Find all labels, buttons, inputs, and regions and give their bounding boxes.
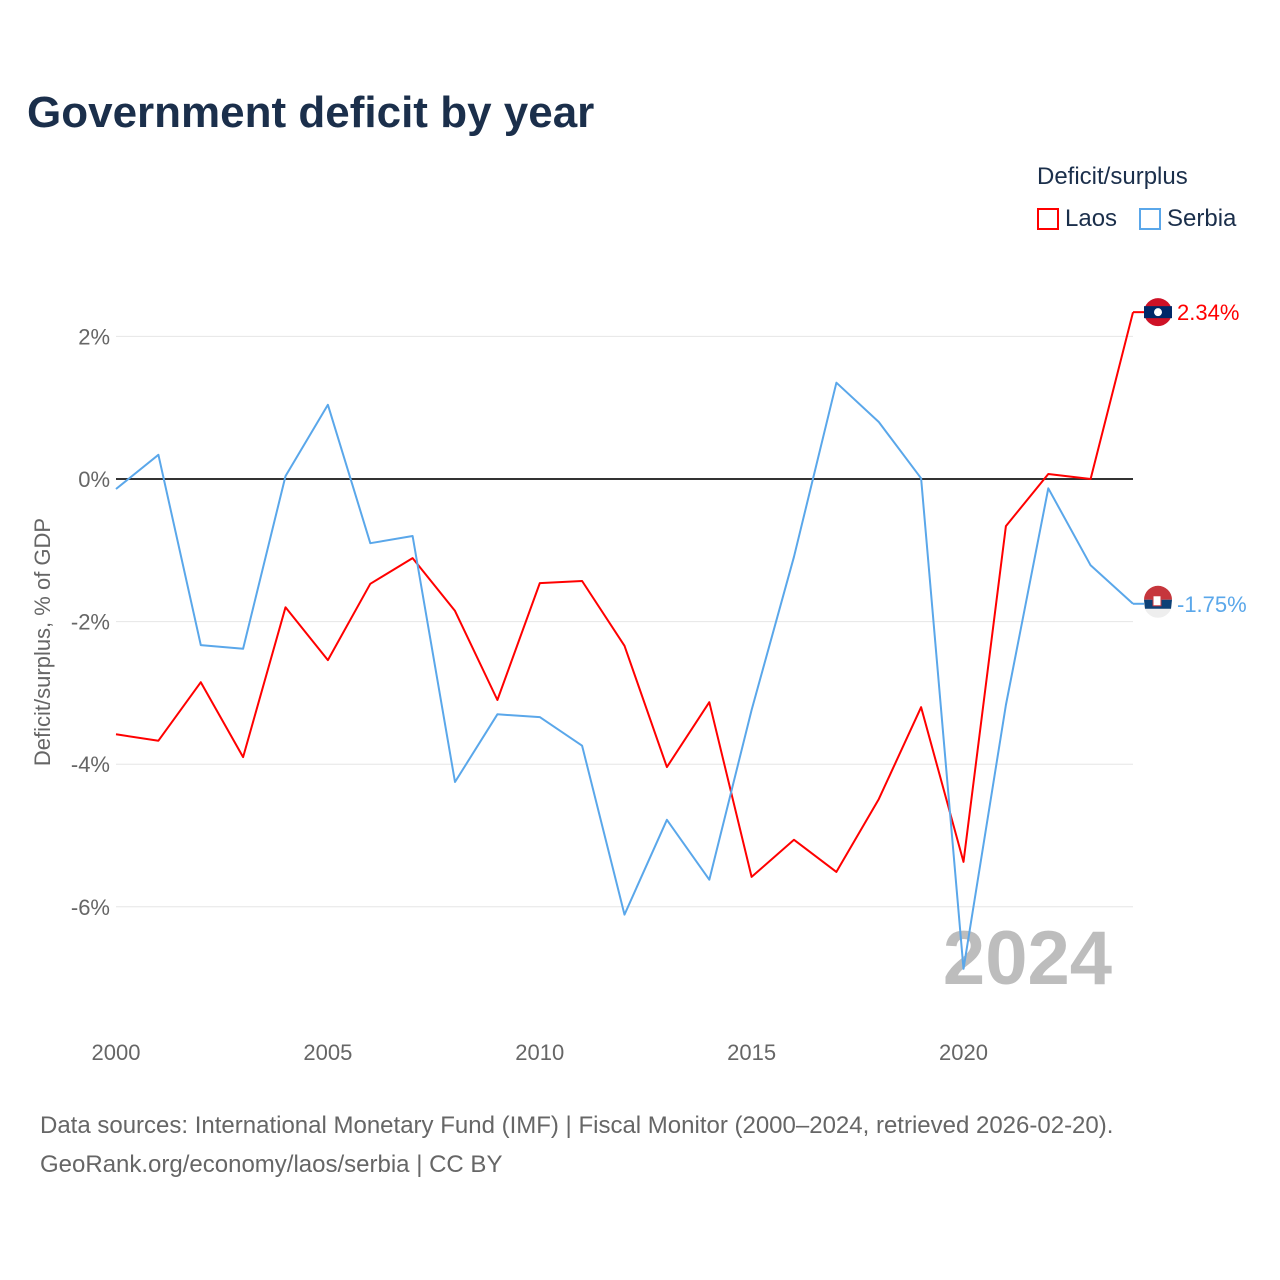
source-line-1: Data sources: International Monetary Fun… [40,1112,1114,1139]
y-tick-label: -6% [71,895,110,920]
y-axis-label: Deficit/surplus, % of GDP [30,518,55,766]
legend-label-laos: Laos [1065,205,1118,232]
source-line-2: GeoRank.org/economy/laos/serbia | CC BY [40,1151,503,1178]
y-tick-label: 0% [78,467,110,492]
series-line-laos [115,311,1134,878]
x-tick-label: 2010 [515,1040,564,1065]
legend-title: Deficit/surplus [1037,163,1188,190]
y-tick-label: -4% [71,752,110,777]
x-tick-label: 2005 [303,1040,352,1065]
x-tick-label: 2000 [92,1040,141,1065]
legend-item-serbia[interactable]: Serbia [1139,205,1236,233]
end-value-label-laos: 2.34% [1177,300,1239,325]
laos-flag-disc [1154,308,1162,317]
legend-label-serbia: Serbia [1167,205,1237,232]
source-note: Data sources: International Monetary Fun… [40,1106,1113,1184]
legend-item-laos[interactable]: Laos [1037,205,1117,233]
series-line-serbia [115,381,1134,970]
y-tick-label: 2% [78,324,110,349]
chart-title: Government deficit by year [27,88,595,137]
legend-swatch-laos [1037,208,1059,230]
year-watermark: 2024 [943,916,1112,1001]
legend-swatch-serbia [1139,208,1161,230]
end-value-label-serbia: -1.75% [1177,592,1247,617]
x-tick-label: 2020 [939,1040,988,1065]
serbia-flag-red [1144,585,1172,600]
y-tick-label: -2% [71,610,110,635]
serbia-flag-coat [1152,595,1162,607]
x-tick-label: 2015 [727,1040,776,1065]
